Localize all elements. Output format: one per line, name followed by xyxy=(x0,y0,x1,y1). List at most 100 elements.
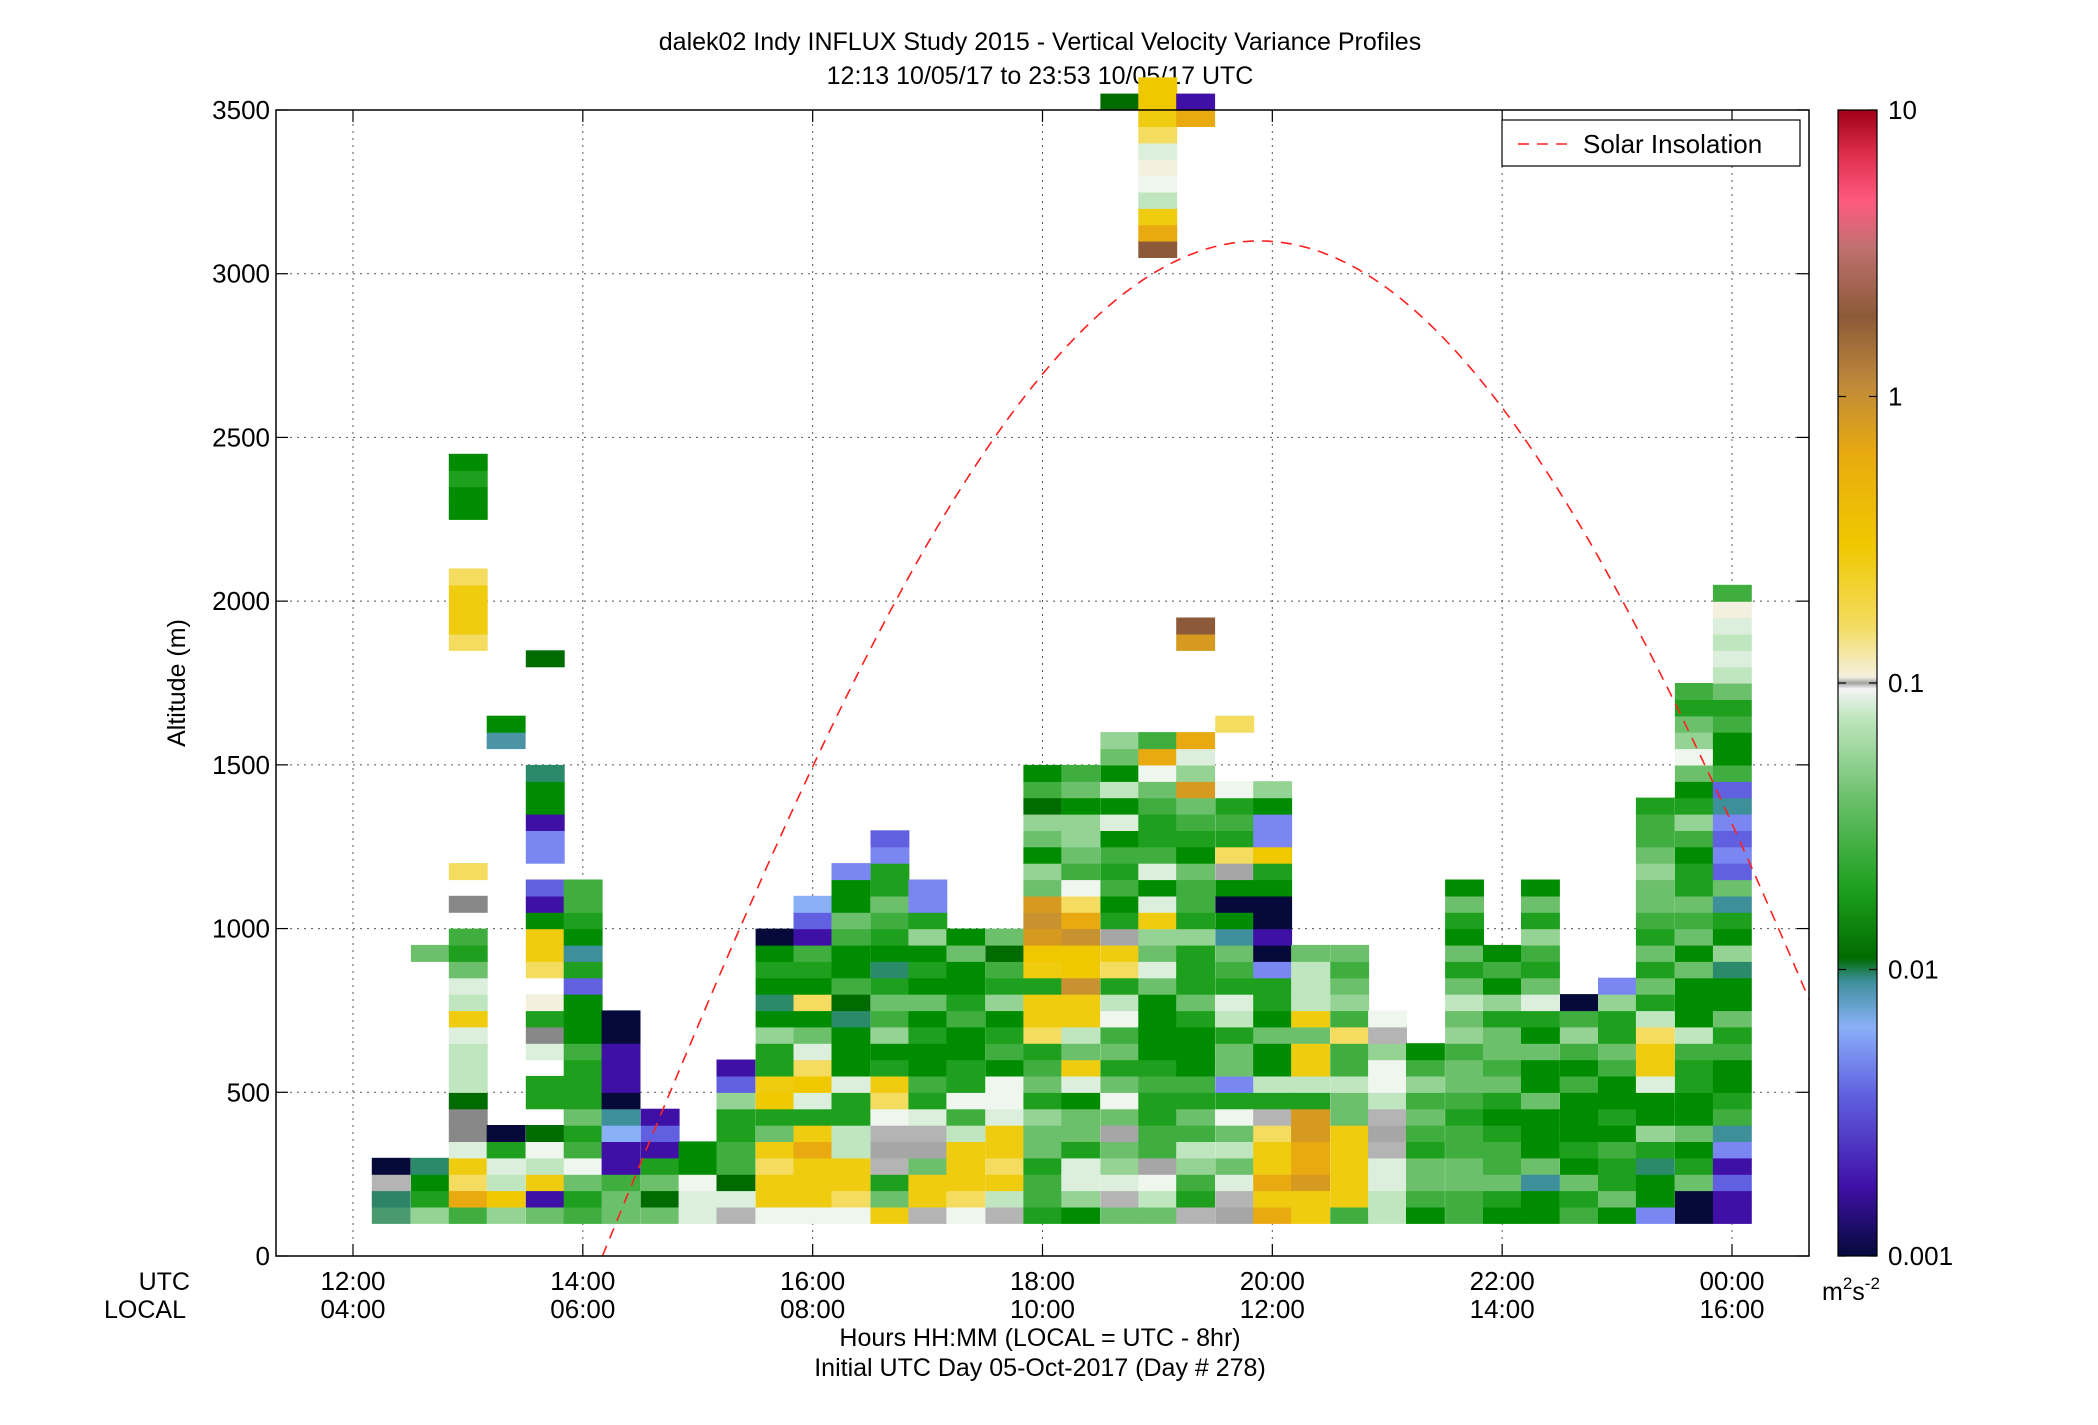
variance-cell xyxy=(985,1043,1025,1061)
variance-cell xyxy=(946,1010,986,1028)
variance-cell xyxy=(831,1010,871,1028)
variance-cell xyxy=(908,1026,948,1044)
variance-cell xyxy=(1712,879,1752,897)
variance-cell xyxy=(1368,1108,1407,1126)
variance-cell xyxy=(1061,895,1101,913)
variance-cell xyxy=(1330,1190,1370,1208)
variance-cell xyxy=(1635,994,1675,1012)
variance-cell xyxy=(946,1043,986,1061)
variance-cell xyxy=(1635,1108,1675,1126)
variance-cell xyxy=(1100,994,1140,1012)
variance-cell xyxy=(1291,961,1330,979)
variance-cell xyxy=(410,1174,450,1192)
variance-cell xyxy=(831,1190,871,1208)
variance-cell xyxy=(563,1059,603,1077)
variance-cell xyxy=(1598,1157,1637,1175)
variance-cell xyxy=(755,1043,795,1061)
variance-cell xyxy=(1635,895,1675,913)
variance-cell xyxy=(1483,1075,1522,1093)
variance-cell xyxy=(1598,1059,1637,1077)
variance-cell xyxy=(1521,961,1560,979)
variance-cell xyxy=(1253,830,1293,848)
variance-cell xyxy=(1100,1174,1140,1192)
variance-cell xyxy=(1406,1075,1445,1093)
variance-cell xyxy=(1138,241,1178,258)
variance-cell xyxy=(1674,1075,1714,1093)
variance-cell xyxy=(1712,863,1752,881)
variance-cell xyxy=(1674,912,1714,930)
variance-cell xyxy=(1100,1075,1140,1093)
variance-cell xyxy=(793,1092,833,1110)
variance-cell xyxy=(640,1141,680,1159)
colorbar-tick-label: 0.01 xyxy=(1888,955,1939,985)
variance-cell xyxy=(1445,1026,1484,1044)
variance-cell xyxy=(908,1075,948,1093)
variance-cell xyxy=(1521,1108,1560,1126)
variance-cell xyxy=(1674,830,1714,848)
variance-cell xyxy=(793,944,833,962)
variance-cell xyxy=(870,1125,910,1142)
variance-cell xyxy=(1635,797,1675,815)
variance-cell xyxy=(1253,961,1293,979)
variance-cell xyxy=(601,1010,641,1028)
variance-cell xyxy=(563,1092,603,1110)
variance-cell xyxy=(870,879,910,897)
variance-cell xyxy=(1138,93,1178,111)
variance-cell xyxy=(1674,1174,1714,1192)
variance-cell xyxy=(1253,1141,1293,1159)
variance-cell xyxy=(1176,732,1216,750)
variance-cell xyxy=(870,977,910,995)
variance-cell xyxy=(1215,1026,1255,1044)
variance-cell xyxy=(1330,944,1370,962)
variance-cell xyxy=(1061,1141,1101,1159)
chart-title: dalek02 Indy INFLUX Study 2015 - Vertica… xyxy=(659,28,1421,56)
y-tick-label: 3000 xyxy=(212,259,270,289)
variance-cell xyxy=(1674,748,1714,766)
variance-cell xyxy=(1176,895,1216,913)
x-row-label-utc: UTC xyxy=(139,1268,190,1296)
variance-cell xyxy=(1138,879,1178,897)
variance-cell xyxy=(1712,748,1752,766)
variance-cell xyxy=(716,1108,756,1126)
variance-cell xyxy=(1406,1174,1445,1192)
variance-cell xyxy=(1674,895,1714,913)
variance-cell xyxy=(1138,1026,1178,1044)
variance-cell xyxy=(1176,1075,1216,1093)
variance-cell xyxy=(908,994,948,1012)
colorbar-tick-label: 0.1 xyxy=(1888,668,1924,698)
variance-cell xyxy=(831,1206,871,1224)
variance-cell xyxy=(448,584,488,602)
variance-cell xyxy=(1215,895,1255,913)
variance-cell xyxy=(1291,1010,1330,1028)
variance-cell xyxy=(755,977,795,995)
variance-cell xyxy=(908,944,948,962)
variance-cell xyxy=(1712,1043,1752,1061)
variance-cell xyxy=(1445,1125,1484,1142)
variance-cell xyxy=(1635,928,1675,946)
variance-cell xyxy=(1176,1092,1216,1110)
variance-cell xyxy=(525,1157,565,1175)
variance-cell xyxy=(870,830,910,848)
variance-cell xyxy=(1674,1206,1714,1224)
variance-cell xyxy=(1138,191,1178,209)
variance-cell xyxy=(1291,1059,1330,1077)
variance-cell xyxy=(1138,110,1178,127)
variance-cell xyxy=(716,1075,756,1093)
variance-cell xyxy=(525,944,565,962)
variance-cell xyxy=(448,1075,488,1093)
variance-cell xyxy=(793,1141,833,1159)
variance-cell xyxy=(1138,846,1178,864)
variance-cell xyxy=(1483,1059,1522,1077)
variance-cell xyxy=(1215,1190,1255,1208)
variance-cell xyxy=(448,863,488,881)
variance-cell xyxy=(1521,1043,1560,1061)
variance-cell xyxy=(1674,994,1714,1012)
variance-cell xyxy=(448,1010,488,1028)
variance-cell xyxy=(1635,830,1675,848)
variance-cell xyxy=(1712,781,1752,799)
variance-cell xyxy=(1635,1059,1675,1077)
variance-cell xyxy=(525,1206,565,1224)
variance-cell xyxy=(1291,1108,1330,1126)
variance-cell xyxy=(755,1010,795,1028)
variance-cell xyxy=(1635,1190,1675,1208)
